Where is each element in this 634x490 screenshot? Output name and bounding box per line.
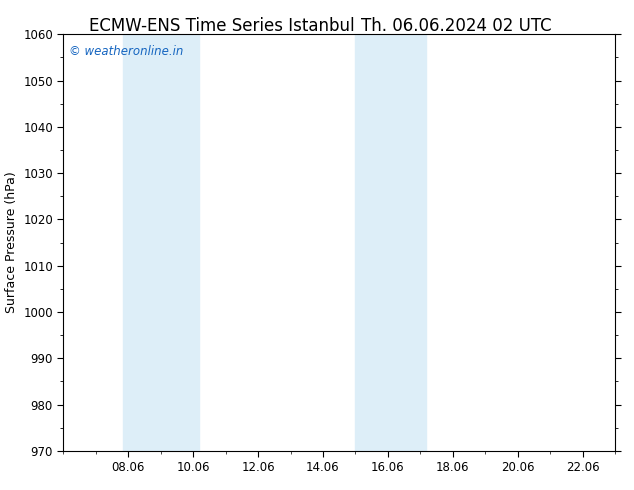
Bar	[356, 34, 426, 451]
Text: Th. 06.06.2024 02 UTC: Th. 06.06.2024 02 UTC	[361, 17, 552, 35]
Text: ECMW-ENS Time Series Istanbul: ECMW-ENS Time Series Istanbul	[89, 17, 354, 35]
Bar	[123, 34, 198, 451]
Text: © weatheronline.in: © weatheronline.in	[69, 45, 183, 58]
Y-axis label: Surface Pressure (hPa): Surface Pressure (hPa)	[4, 172, 18, 314]
